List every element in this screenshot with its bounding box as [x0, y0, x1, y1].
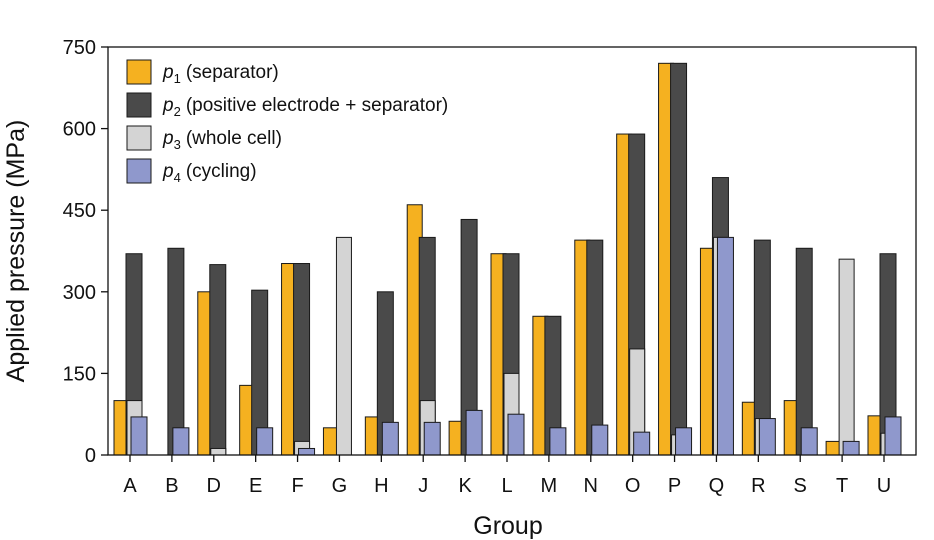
bar-p2-B	[167, 247, 185, 456]
bar-p4-U	[884, 416, 902, 456]
legend-swatch-p1	[126, 59, 152, 85]
legend-label-p3: p3 (whole cell)	[162, 128, 282, 152]
bar-p2-S	[795, 247, 813, 456]
legend-swatch-p3	[126, 125, 152, 151]
x-tick-label: G	[332, 475, 348, 497]
y-tick-label: 150	[63, 363, 96, 385]
bar-p4-N	[591, 424, 609, 456]
bar-p4-M	[549, 427, 567, 456]
y-axis-title: Applied pressure (MPa)	[2, 120, 30, 383]
x-tick-label: T	[836, 475, 848, 497]
legend-swatch-p2	[126, 92, 152, 118]
bar-p4-K	[465, 409, 483, 456]
bar-p4-O	[633, 431, 651, 456]
x-tick-label: B	[165, 475, 178, 497]
bars-layer	[113, 62, 902, 456]
bar-p4-S	[800, 427, 818, 456]
legend: p1 (separator) p2 (positive electrode + sep…	[126, 59, 448, 185]
bar-p4-A	[130, 416, 148, 456]
x-tick-label: J	[418, 475, 428, 497]
x-tick-label: U	[877, 475, 891, 497]
bar-p4-H	[381, 421, 399, 456]
y-tick-label: 750	[63, 37, 96, 59]
bar-p2-N	[586, 239, 604, 456]
y-axis: 0 150 300 450 600 750	[63, 37, 108, 467]
y-tick-label: 300	[63, 282, 96, 304]
legend-label-p2: p2 (positive electrode + separator)	[162, 95, 448, 119]
y-tick-label: 600	[63, 119, 96, 141]
legend-swatch-p4	[126, 158, 152, 184]
x-tick-label: M	[541, 475, 558, 497]
plot-area-frame	[107, 46, 917, 456]
x-tick-label: K	[458, 475, 472, 497]
bar-p2-D	[209, 264, 227, 456]
x-tick-label: Q	[709, 475, 725, 497]
bar-p4-R	[758, 418, 776, 456]
bar-p2-P	[670, 62, 688, 456]
bar-p4-F	[298, 447, 316, 456]
x-axis-title: Group	[473, 512, 542, 540]
y-tick-label: 450	[63, 200, 96, 222]
x-tick-label: S	[794, 475, 807, 497]
x-tick-label: L	[501, 475, 512, 497]
bar-p3-T	[838, 258, 855, 456]
x-tick-label: P	[668, 475, 681, 497]
legend-label-p1: p1 (separator)	[162, 62, 279, 86]
bar-p3-G	[335, 236, 352, 456]
bar-p4-P	[675, 427, 693, 456]
bar-p4-B	[172, 427, 190, 456]
x-tick-label: E	[249, 475, 262, 497]
x-tick-label: H	[374, 475, 388, 497]
bar-p4-T	[842, 440, 860, 456]
x-tick-label: O	[625, 475, 641, 497]
bar-p3-D	[210, 447, 227, 456]
y-tick-label: 0	[85, 445, 96, 467]
bar-p4-L	[507, 413, 525, 456]
x-tick-label: F	[291, 475, 303, 497]
x-tick-label: A	[123, 475, 137, 497]
bar-p4-Q	[716, 236, 734, 456]
bar-p4-E	[256, 427, 274, 456]
legend-label-p4: p4 (cycling)	[162, 161, 257, 185]
x-tick-label: R	[751, 475, 765, 497]
x-tick-label: N	[584, 475, 598, 497]
bar-p4-J	[423, 421, 441, 456]
bar-p2-F	[293, 263, 311, 456]
x-tick-label: D	[207, 475, 221, 497]
